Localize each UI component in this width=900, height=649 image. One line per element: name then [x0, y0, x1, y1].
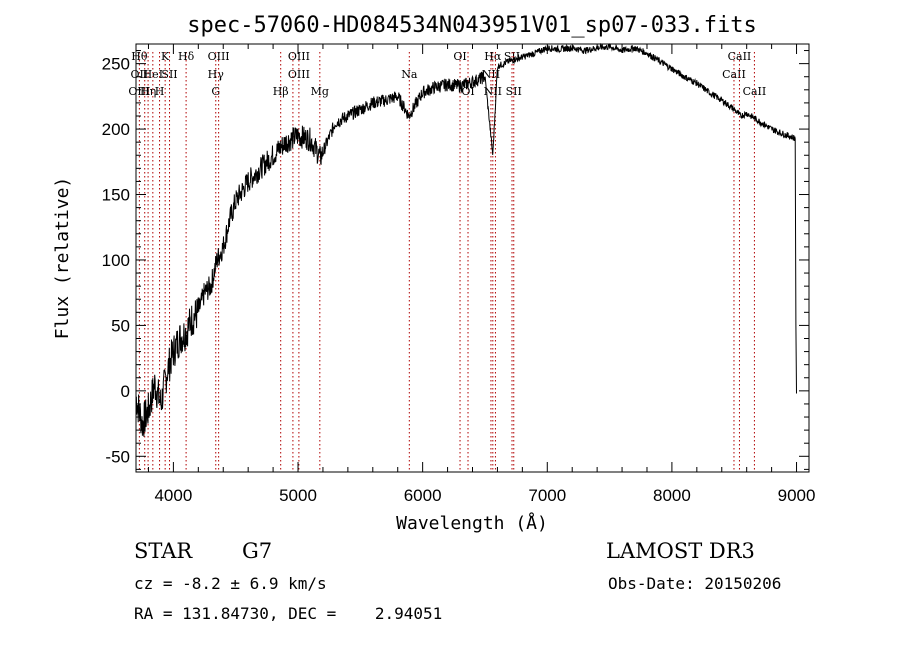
x-tick-label: 8000 [653, 486, 691, 505]
y-tick-label: 50 [111, 316, 130, 335]
subclass: G7 [242, 539, 273, 563]
object-class: STAR [134, 539, 193, 563]
marker-label: OII [131, 68, 149, 81]
line-markers: HθOIIOIIIHηHeIHKSIIHδHγGOIIIHβOIIIOIIIMg… [128, 50, 766, 472]
marker-label: Hδ [178, 50, 195, 63]
marker-label: OIII [288, 50, 310, 63]
x-tick-label: 5000 [279, 486, 317, 505]
y-tick-label: 200 [102, 120, 130, 139]
survey-name: LAMOST DR3 [606, 539, 755, 563]
x-axis: 4000 5000 6000 7000 8000 9000 [147, 44, 816, 505]
spectrum-line [135, 42, 797, 437]
marker-label: HeI [143, 68, 163, 81]
y-axis: -50 0 50 100 150 200 250 [102, 50, 809, 470]
x-axis-label: Wavelength (Å) [396, 512, 548, 534]
y-tick-label: 150 [102, 186, 130, 205]
y-tick-label: 100 [102, 251, 130, 270]
marker-label: CaII [728, 50, 752, 63]
y-tick-label: 250 [102, 55, 130, 74]
marker-label: Hγ [208, 68, 225, 81]
marker-label: OIII [208, 50, 230, 63]
marker-label: Hθ [131, 50, 148, 63]
marker-label: K [161, 50, 170, 63]
y-tick-label: 0 [121, 382, 130, 401]
y-tick-label: -50 [105, 447, 130, 466]
marker-label: CaII [722, 68, 746, 81]
plot-frame [135, 43, 810, 473]
marker-label: SII [161, 68, 177, 81]
marker-label: Hα [484, 50, 502, 63]
redshift-velocity: cz = -8.2 ± 6.9 km/s [134, 574, 327, 593]
marker-label: OI [453, 50, 466, 63]
marker-label: Na [401, 68, 418, 81]
observation-date: Obs-Date: 20150206 [608, 574, 782, 593]
marker-label: Hβ [273, 85, 289, 98]
marker-label: OIII [288, 68, 310, 81]
marker-label: Hη [140, 85, 156, 98]
x-tick-label: 9000 [778, 486, 816, 505]
x-tick-label: 7000 [528, 486, 566, 505]
y-axis-label: Flux (relative) [52, 177, 73, 340]
marker-label: G [211, 85, 220, 98]
marker-label: SII [506, 85, 522, 98]
coordinates: RA = 131.84730, DEC = 2.94051 [134, 604, 443, 623]
x-tick-label: 6000 [404, 486, 442, 505]
spectrum-series [135, 42, 797, 437]
marker-label: NII [484, 85, 502, 98]
marker-label: Mg [311, 85, 329, 98]
chart-title: spec-57060-HD084534N043951V01_sp07-033.f… [187, 13, 757, 38]
marker-label: H [155, 85, 165, 98]
x-tick-label: 4000 [154, 486, 192, 505]
marker-label: NII [482, 68, 500, 81]
marker-label: CaII [743, 85, 767, 98]
